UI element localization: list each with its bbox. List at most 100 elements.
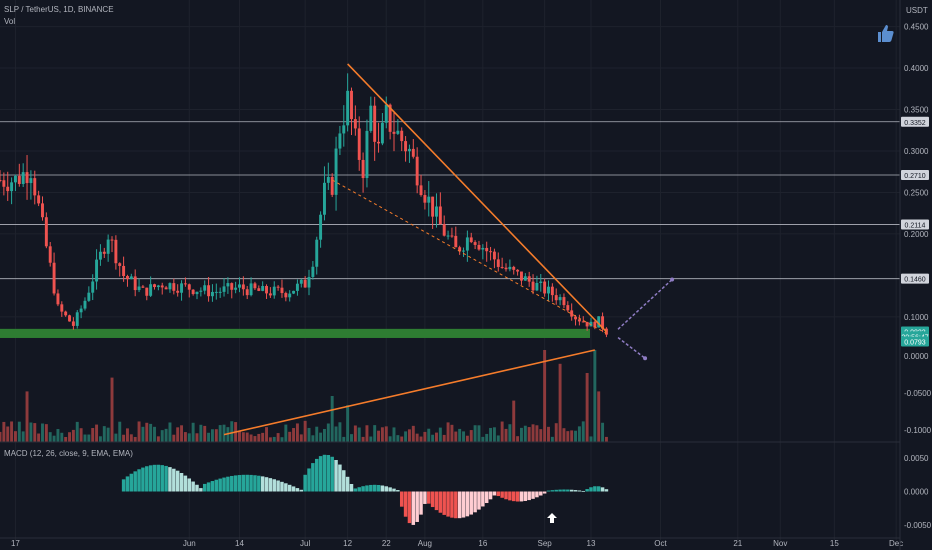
support-zone[interactable]	[0, 328, 590, 338]
macd-bar	[156, 464, 161, 492]
volume-bar	[191, 422, 195, 442]
thumbs-up-icon[interactable]	[876, 22, 894, 44]
candle-body	[570, 310, 574, 317]
volume-bar	[334, 426, 338, 442]
macd-bar	[427, 491, 431, 504]
macd-bar	[129, 473, 134, 492]
macd-bar	[589, 487, 593, 492]
candle-body	[280, 287, 284, 294]
macd-bar	[268, 478, 273, 492]
candle-body	[315, 239, 319, 267]
volume-bar	[180, 425, 184, 442]
volume-bar	[581, 421, 585, 442]
candle-body	[17, 175, 21, 184]
volume-bar	[37, 433, 41, 442]
candle-body	[272, 286, 276, 296]
volume-bar	[558, 363, 562, 442]
macd-bar	[388, 487, 392, 492]
macd-bar	[407, 491, 412, 524]
volume-bar	[504, 428, 508, 442]
macd-bar	[199, 488, 203, 492]
macd-bar	[187, 478, 192, 492]
volume-bar	[56, 429, 60, 442]
macd-bar	[519, 491, 524, 502]
macd-bar	[508, 491, 512, 501]
volume-bar	[71, 429, 75, 442]
volume-bar	[141, 426, 145, 442]
macd-bar	[183, 475, 188, 492]
macd-bar	[596, 486, 601, 492]
candle-body	[562, 297, 566, 306]
candle-body	[145, 287, 149, 296]
macd-bar	[206, 482, 211, 492]
volume-bar	[307, 427, 311, 442]
macd-label[interactable]: MACD (12, 26, close, 9, EMA, EMA)	[4, 449, 133, 458]
macd-bar	[137, 469, 141, 492]
candle-body	[207, 285, 211, 297]
time-tick-label: 22	[382, 539, 391, 548]
horizontal-levels[interactable]	[0, 121, 900, 280]
macd-bar	[446, 491, 450, 517]
time-tick-label: Jun	[183, 539, 196, 548]
volume-bar	[207, 432, 211, 442]
macd-bar	[384, 486, 389, 492]
macd-bar	[376, 484, 381, 492]
macd-bar	[535, 491, 539, 498]
macd-bar	[145, 466, 149, 492]
volume-bar	[98, 436, 102, 442]
candle-body	[25, 172, 29, 184]
trendlines[interactable]	[331, 63, 675, 361]
macd-bar	[434, 491, 439, 511]
candle-body	[261, 286, 265, 291]
volume-bar	[91, 428, 95, 442]
price-badge-text: 0.3352	[904, 120, 926, 127]
volume-bar	[253, 436, 257, 442]
macd-bar	[125, 476, 130, 492]
symbol-title[interactable]: SLP / TetherUS, 1D, BINANCE	[4, 5, 114, 14]
macd-bar	[396, 490, 400, 492]
price-tick-label: 0.1000	[904, 313, 929, 322]
candle-body	[222, 286, 226, 292]
volume-bar	[145, 422, 149, 442]
macd-bar	[202, 483, 207, 492]
candle-body	[334, 148, 338, 195]
candle-body	[153, 284, 156, 288]
volume-bar	[87, 434, 91, 442]
volume-bar	[577, 426, 581, 442]
vol-label[interactable]: Vol	[4, 17, 16, 26]
macd-bar	[299, 489, 304, 492]
volume-bar	[593, 350, 597, 442]
volume-bar	[218, 425, 222, 442]
volume-bar	[249, 434, 253, 442]
volume-bar	[539, 429, 543, 442]
candle-body	[276, 286, 280, 288]
macd-bar	[226, 476, 230, 492]
candle-body	[203, 285, 207, 291]
macd-bar	[249, 474, 253, 492]
candle-body	[342, 125, 346, 134]
time-tick-label: Dec	[889, 539, 903, 548]
candle-body	[357, 128, 361, 160]
macd-bar	[175, 470, 180, 492]
candle-body	[91, 281, 95, 293]
volume-bar	[106, 427, 110, 442]
volume-bar	[400, 436, 404, 442]
volume-bar	[41, 423, 44, 442]
volume-bar	[199, 424, 203, 442]
candle-body	[234, 287, 238, 290]
candle-body	[427, 196, 431, 203]
volume-bar	[222, 424, 226, 442]
volume-bar	[311, 435, 315, 442]
candle-body	[238, 284, 241, 288]
macd-bar	[372, 484, 377, 492]
macd-bar	[442, 491, 446, 515]
price-tick-label: 0.4000	[904, 64, 929, 73]
volume-bar	[454, 431, 458, 442]
projection-arrow-dashed-down	[617, 336, 646, 359]
volume-bar	[373, 425, 377, 442]
candle-body	[187, 284, 191, 290]
candle-body	[75, 312, 79, 326]
candle-body	[241, 284, 245, 290]
